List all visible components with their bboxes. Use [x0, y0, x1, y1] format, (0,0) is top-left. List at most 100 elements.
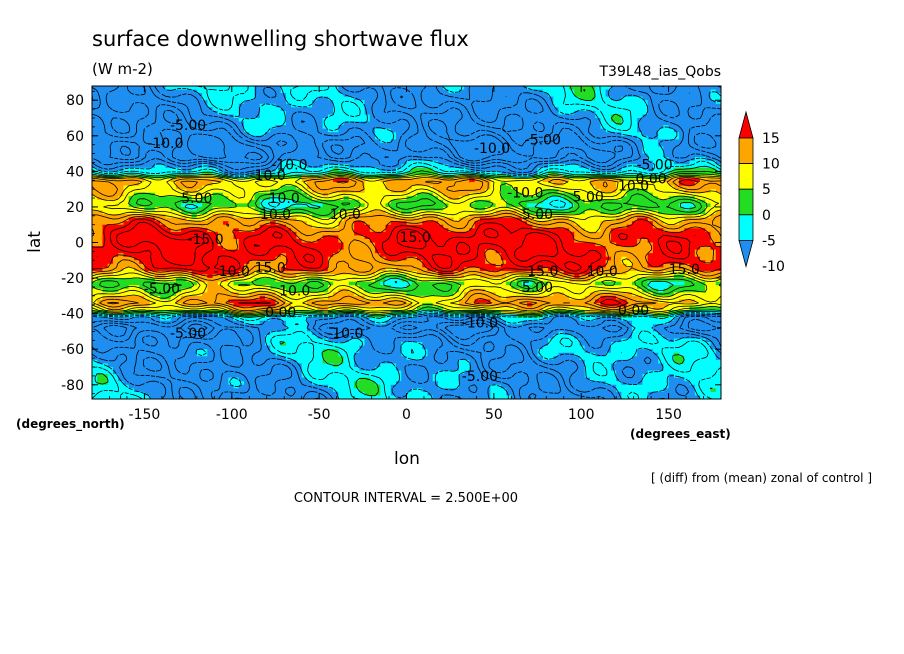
field-cell	[621, 228, 628, 233]
field-cell	[333, 160, 339, 165]
field-cell	[589, 132, 596, 137]
field-cell	[705, 192, 712, 197]
field-cell	[558, 93, 565, 98]
field-cell	[495, 182, 502, 187]
field-cell	[312, 167, 318, 172]
field-cell	[254, 192, 261, 197]
field-cell	[563, 110, 570, 116]
field-cell	[652, 103, 659, 108]
field-cell	[144, 153, 151, 158]
field-cell	[448, 142, 455, 148]
field-cell	[574, 110, 581, 116]
field-cell	[233, 199, 240, 204]
field-cell	[338, 121, 345, 126]
field-cell	[610, 203, 617, 208]
field-cell	[254, 96, 261, 101]
field-cell	[427, 100, 434, 105]
field-cell	[207, 89, 214, 94]
field-cell	[474, 135, 481, 140]
field-cell	[553, 203, 560, 208]
field-cell	[149, 231, 156, 236]
field-cell	[249, 142, 256, 148]
field-cell	[144, 89, 151, 94]
field-cell	[112, 157, 119, 162]
field-cell	[579, 160, 586, 165]
field-cell	[626, 121, 633, 126]
field-cell	[647, 160, 654, 165]
field-cell	[369, 157, 376, 162]
field-cell	[642, 142, 649, 148]
field-cell	[401, 114, 408, 119]
field-cell	[422, 89, 429, 94]
field-cell	[595, 185, 602, 190]
field-cell	[668, 199, 675, 204]
field-cell	[191, 86, 198, 91]
field-cell	[616, 107, 623, 112]
field-cell	[631, 210, 638, 215]
field-cell	[196, 107, 203, 112]
field-cell	[715, 142, 721, 148]
field-cell	[537, 185, 544, 190]
field-cell	[453, 132, 460, 137]
field-cell	[563, 192, 570, 197]
field-cell	[154, 89, 161, 94]
field-cell	[291, 146, 298, 151]
field-cell	[165, 125, 172, 130]
field-cell	[427, 185, 434, 190]
field-cell	[715, 128, 721, 133]
field-cell	[92, 132, 98, 137]
field-cell	[123, 150, 130, 155]
field-cell	[123, 96, 130, 101]
field-cell	[694, 196, 701, 201]
field-cell	[663, 103, 670, 108]
field-cell	[684, 167, 691, 172]
field-cell	[343, 86, 350, 91]
field-cell	[432, 224, 439, 229]
field-cell	[710, 100, 717, 105]
field-cell	[196, 178, 203, 183]
field-cell	[448, 139, 455, 144]
field-cell	[532, 139, 539, 144]
field-cell	[715, 93, 721, 98]
field-cell	[500, 93, 507, 98]
field-cell	[312, 142, 318, 148]
field-cell	[495, 139, 502, 144]
field-cell	[437, 228, 444, 233]
field-cell	[396, 206, 402, 212]
field-cell	[301, 128, 308, 133]
field-cell	[595, 217, 602, 222]
field-cell	[144, 164, 151, 169]
field-cell	[107, 196, 114, 201]
field-cell	[610, 100, 617, 105]
field-cell	[348, 121, 355, 126]
field-cell	[291, 114, 298, 119]
field-cell	[647, 110, 654, 116]
field-cell	[317, 142, 324, 148]
field-cell	[364, 160, 371, 165]
field-cell	[469, 135, 476, 140]
field-cell	[228, 214, 235, 219]
field-cell	[390, 114, 397, 119]
field-cell	[558, 196, 565, 201]
field-cell	[642, 196, 649, 201]
field-cell	[123, 93, 130, 98]
field-cell	[181, 110, 187, 116]
field-cell	[631, 132, 638, 137]
field-cell	[181, 103, 187, 108]
field-cell	[485, 167, 491, 172]
field-cell	[212, 93, 219, 98]
field-cell	[333, 128, 339, 133]
field-cell	[322, 153, 329, 158]
field-cell	[202, 185, 208, 190]
field-cell	[369, 142, 376, 148]
field-cell	[506, 210, 512, 215]
field-cell	[170, 139, 177, 144]
field-cell	[600, 203, 607, 208]
field-cell	[390, 121, 397, 126]
field-cell	[139, 142, 146, 148]
field-cell	[285, 206, 292, 212]
field-cell	[437, 125, 444, 130]
field-cell	[207, 150, 214, 155]
field-cell	[338, 178, 345, 183]
field-cell	[574, 139, 581, 144]
